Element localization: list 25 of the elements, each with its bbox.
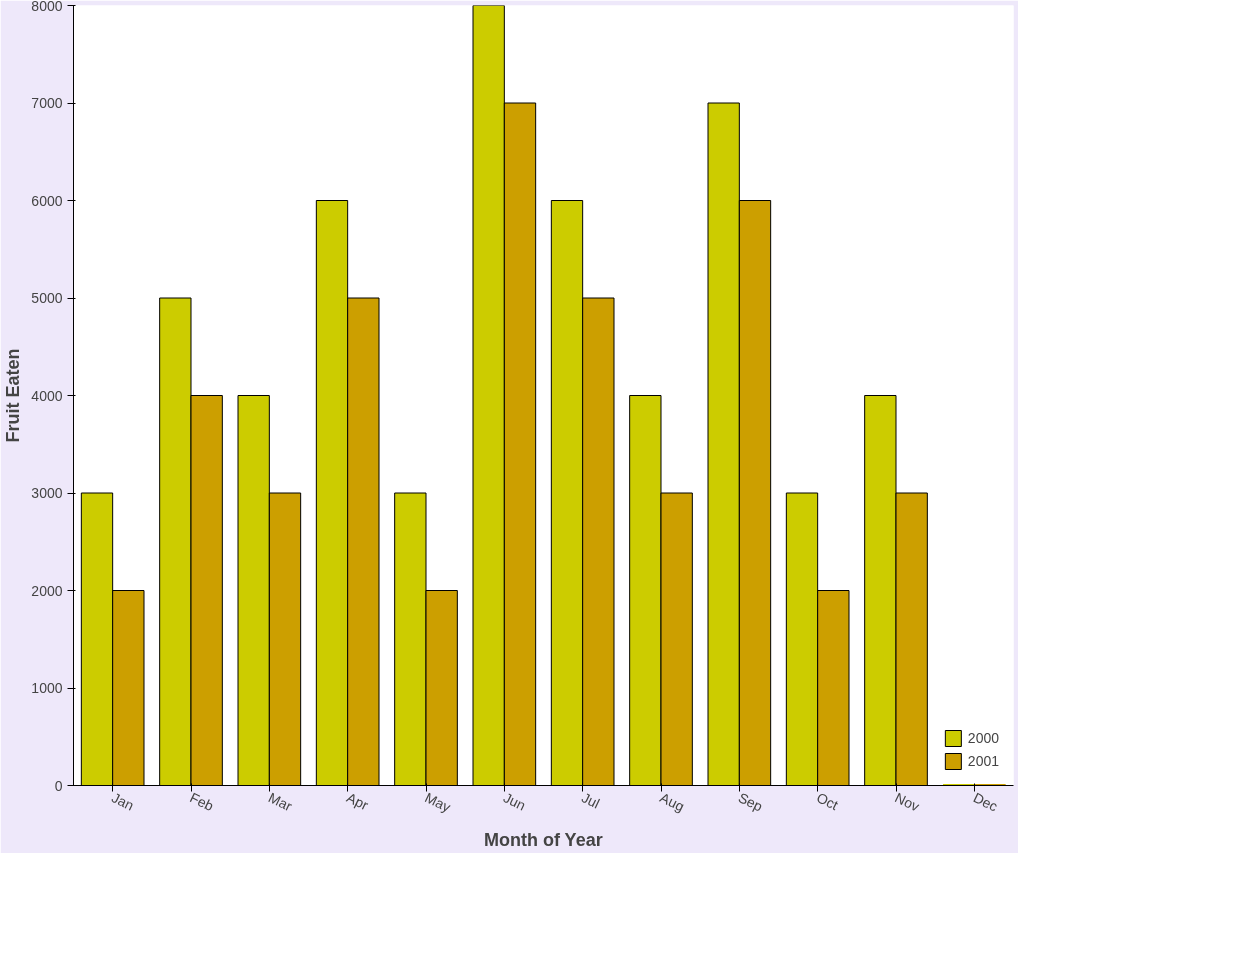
- x-tick-label: May: [422, 789, 454, 816]
- legend-label: 2000: [967, 730, 999, 746]
- x-tick-label: Dec: [970, 789, 1001, 815]
- y-tick-label: 2000: [31, 582, 63, 599]
- legend-label: 2001: [967, 753, 999, 769]
- x-tick-label: Oct: [814, 789, 841, 814]
- y-tick-label: 5000: [31, 290, 63, 306]
- y-tick-label: 1000: [31, 680, 63, 696]
- x-tick-label: Sep: [735, 789, 766, 815]
- y-tick-label: 3000: [31, 485, 63, 501]
- y-tick-label: 8000: [31, 0, 63, 14]
- x-tick-label: Apr: [344, 789, 372, 814]
- x-tick-label: Jul: [579, 789, 603, 812]
- x-tick-label: Feb: [187, 789, 217, 815]
- y-axis-title: Fruit Eaten: [3, 348, 24, 443]
- x-tick-label: Aug: [657, 789, 687, 815]
- y-tick-label: 7000: [31, 95, 63, 111]
- y-tick-label: 6000: [31, 192, 63, 209]
- y-tick-label: 0: [54, 777, 63, 794]
- x-tick-label: Jan: [109, 789, 137, 814]
- x-axis-title: Month of Year: [484, 830, 603, 851]
- x-tick-label: Mar: [265, 789, 295, 815]
- x-tick-label: Nov: [892, 789, 922, 815]
- x-tick-label: Jun: [500, 789, 529, 814]
- y-tick-label: 4000: [31, 387, 63, 404]
